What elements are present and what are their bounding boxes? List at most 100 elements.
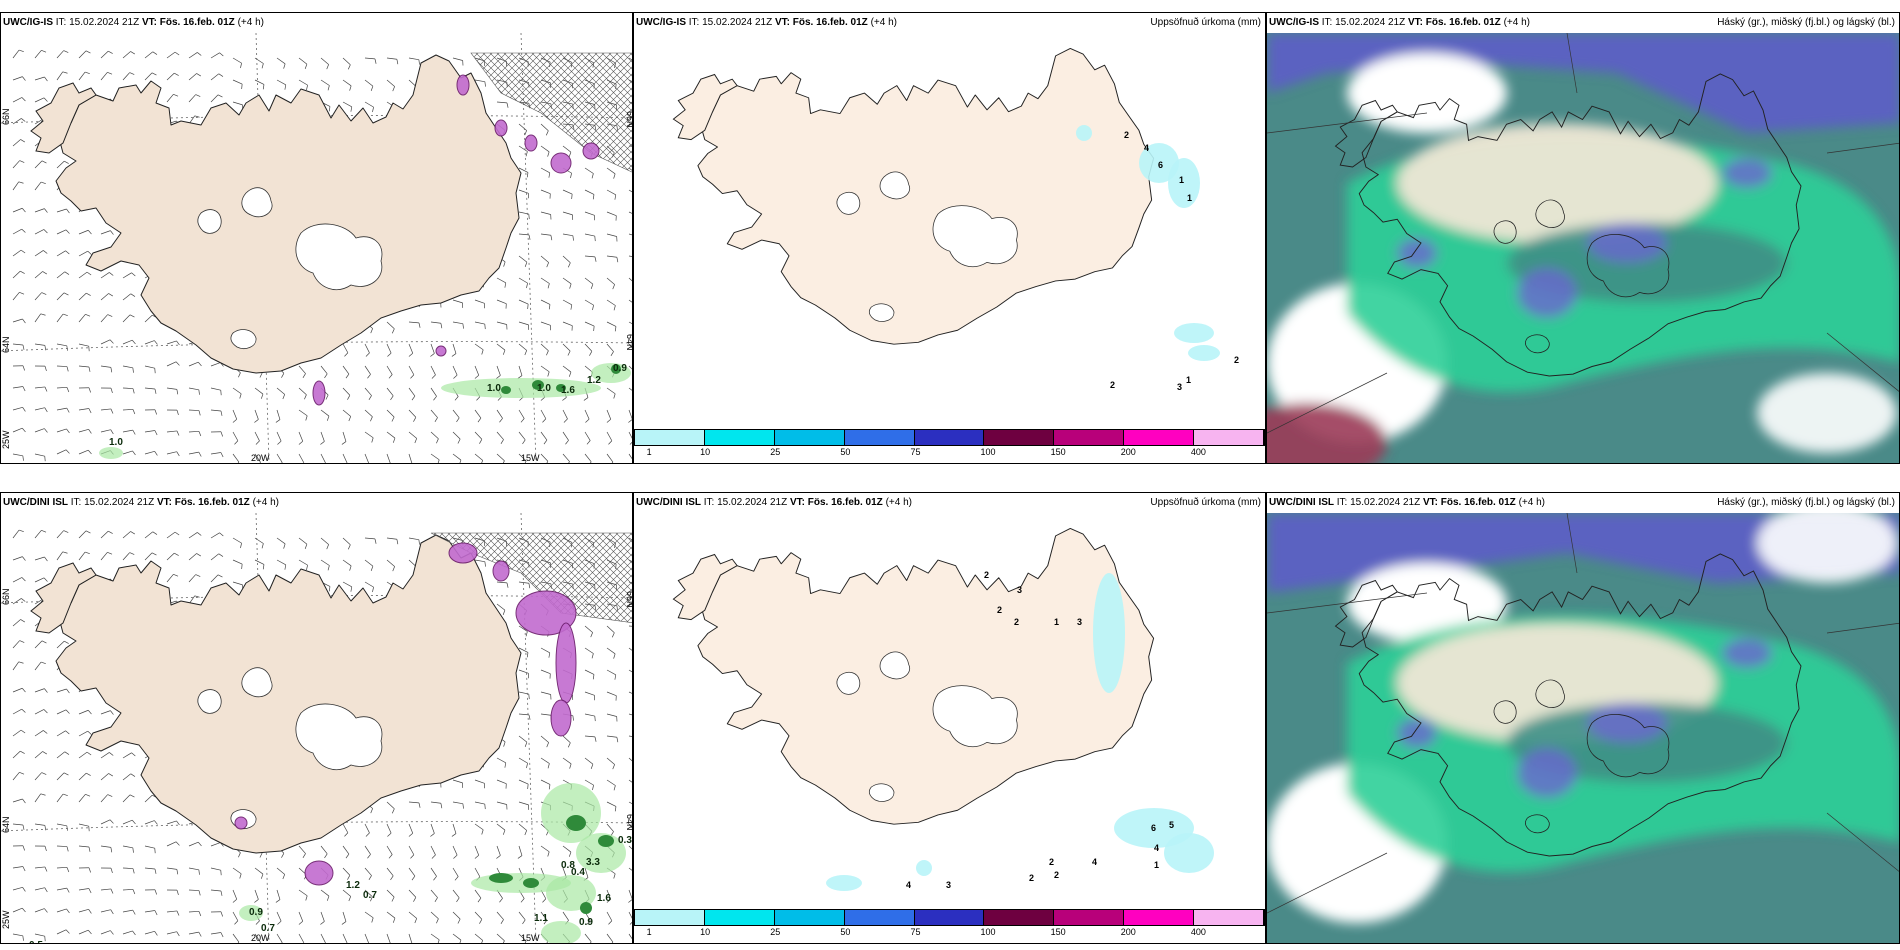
iceland-landmass: [30, 534, 522, 854]
lon-15-label: 15W: [521, 933, 540, 943]
accum-value: 5: [1169, 820, 1174, 830]
legend-tick: 150: [1050, 927, 1066, 937]
precip-value: 0.9: [249, 907, 263, 918]
wind-precip-map-bottom: UWC/DINI ISL IT: 15.02.2024 21Z VT: Fös.…: [0, 492, 633, 944]
accum-value: 2: [997, 605, 1002, 615]
precip-value: 0.7: [261, 923, 275, 934]
lat-lon-grid: [1267, 33, 1899, 434]
lat-66-label-right: 66N: [625, 591, 633, 608]
panel-title: UWC/IG-IS IT: 15.02.2024 21Z VT: Fös. 16…: [636, 17, 897, 28]
legend-tick: 400: [1190, 927, 1206, 937]
legend-swatch: [704, 910, 775, 925]
panel-subtitle: Uppsöfnuð úrkoma (mm): [1150, 497, 1261, 508]
legend-swatch: [914, 910, 985, 925]
legend-swatch: [984, 910, 1055, 925]
cloud-layers: [1267, 33, 1899, 463]
accum-precip-areas: [1076, 125, 1220, 361]
legend-swatch: [1194, 910, 1265, 925]
lat-64-label: 64N: [1, 816, 11, 833]
mixed-precip-areas: [312, 74, 600, 406]
lon-20-label: 20W: [251, 453, 270, 463]
precip-value: 0.9: [579, 917, 593, 928]
legend-tick: 1: [646, 447, 652, 457]
panel-subtitle: Háský (gr.), miðský (fj.bl.) og lágský (…: [1717, 17, 1895, 28]
accum-value: 1: [1179, 175, 1184, 185]
panel-title: UWC/IG-IS IT: 15.02.2024 21Z VT: Fös. 16…: [3, 17, 264, 28]
legend-swatch: [1194, 430, 1265, 445]
precip-value: 1.2: [346, 880, 360, 891]
legend-tick: 200: [1120, 447, 1136, 457]
accum-precip-map-bottom: UWC/DINI ISL IT: 15.02.2024 21Z VT: Fös.…: [633, 492, 1266, 944]
map-canvas: [1267, 33, 1899, 463]
lat-64-label-right: 64N: [625, 814, 633, 831]
legend-swatch: [774, 910, 845, 925]
iceland-landmass: [672, 527, 1155, 825]
legend-tick: 50: [840, 927, 851, 937]
precip-value: 0.7: [363, 890, 377, 901]
accum-value: 2: [1234, 355, 1239, 365]
precip-value-labels: 0.50.70.91.20.71.10.83.30.90.31.60.4: [29, 835, 632, 943]
accum-value: 1: [1054, 617, 1059, 627]
accum-value: 1: [1186, 375, 1191, 385]
lon-25-label: 25W: [1, 910, 11, 929]
accum-value: 6: [1158, 160, 1163, 170]
iceland-outline: [1358, 553, 1802, 857]
legend-swatch: [1054, 910, 1125, 925]
legend-swatch: [774, 430, 845, 445]
axis-labels: 66N 64N 20W 15W 25W 66N 64N: [1, 108, 633, 463]
panel-title: UWC/DINI ISL IT: 15.02.2024 21Z VT: Fös.…: [636, 497, 912, 508]
lat-64-label-right: 64N: [625, 334, 633, 351]
precip-value: 1.6: [561, 385, 575, 396]
legend-swatch: [704, 430, 775, 445]
legend-swatch: [844, 430, 915, 445]
iceland-outline: [1358, 73, 1802, 377]
accum-value: 2: [1124, 130, 1129, 140]
precip-value: 1.0: [487, 383, 501, 394]
wind-precip-map-top: UWC/IG-IS IT: 15.02.2024 21Z VT: Fös. 16…: [0, 12, 633, 464]
precip-areas: [99, 363, 631, 459]
precip-color-legend: 1 10 25 50 75 100 150 200 400: [634, 429, 1265, 463]
panel-title: UWC/IG-IS IT: 15.02.2024 21Z VT: Fös. 16…: [1269, 17, 1530, 28]
lon-15-label: 15W: [521, 453, 540, 463]
precip-value: 3.3: [586, 857, 600, 868]
legend-tick: 50: [840, 447, 851, 457]
precip-value-labels: 1.0 1.0 1.2 0.9 1.6 1.0: [109, 363, 627, 448]
precip-areas: [239, 783, 626, 943]
lat-64-label: 64N: [1, 336, 11, 353]
iceland-landmass: [30, 54, 522, 374]
cloud-layers: [1267, 513, 1899, 923]
legend-swatch: [844, 910, 915, 925]
legend-tick: 10: [700, 447, 711, 457]
legend-swatch: [635, 910, 705, 925]
precip-value: 0.9: [613, 363, 627, 374]
lat-66-label: 66N: [1, 588, 11, 605]
accum-value: 2: [1049, 857, 1054, 867]
legend-tick: 100: [980, 927, 996, 937]
precip-value: 1.6: [597, 893, 611, 904]
accum-value: 4: [1144, 143, 1149, 153]
accum-value: 4: [906, 880, 911, 890]
legend-tick: 200: [1120, 927, 1136, 937]
panel-subtitle: Háský (gr.), miðský (fj.bl.) og lágský (…: [1717, 497, 1895, 508]
legend-tick: 25: [770, 447, 781, 457]
accum-value: 2: [1054, 870, 1059, 880]
mixed-precip-areas: [234, 542, 577, 886]
legend-tick: 75: [910, 447, 921, 457]
accum-value: 1: [1154, 860, 1159, 870]
lat-lon-grid: [1267, 513, 1899, 914]
accum-value: 2: [1110, 380, 1115, 390]
precip-value: 0.8: [561, 860, 575, 871]
accum-precip-areas: [826, 573, 1214, 891]
cloud-map-top: UWC/IG-IS IT: 15.02.2024 21Z VT: Fös. 16…: [1266, 12, 1900, 464]
accum-value: 2: [1014, 617, 1019, 627]
accum-value: 3: [946, 880, 951, 890]
precip-value: 0.3: [618, 835, 632, 846]
lon-20-label: 20W: [251, 933, 270, 943]
legend-swatch: [914, 430, 985, 445]
lat-66-label-right: 66N: [625, 111, 633, 128]
map-canvas: [1267, 513, 1899, 943]
precip-value: 1.0: [537, 383, 551, 394]
panel-title: UWC/DINI ISL IT: 15.02.2024 21Z VT: Fös.…: [1269, 497, 1545, 508]
